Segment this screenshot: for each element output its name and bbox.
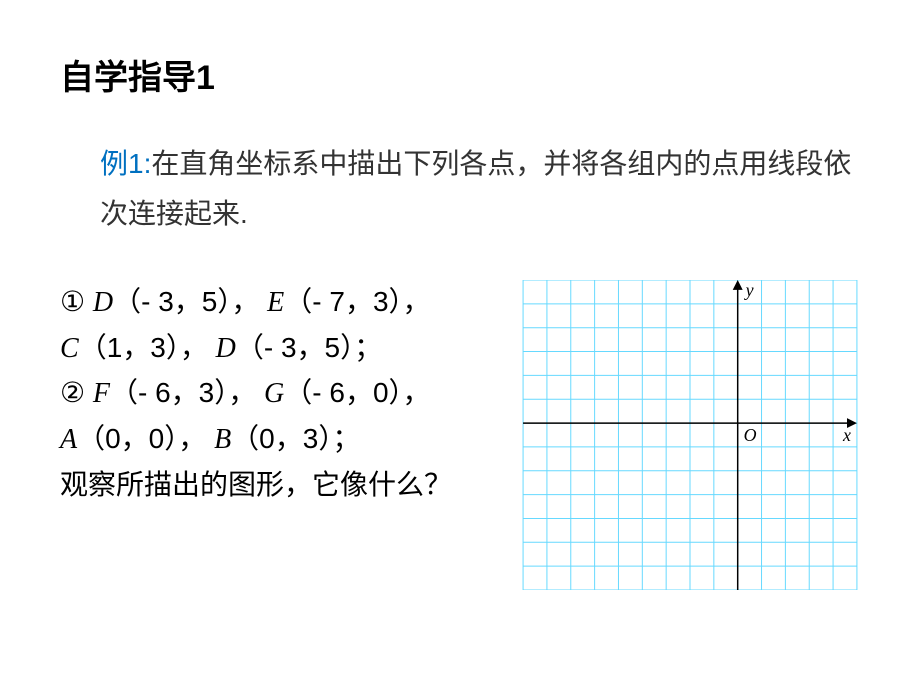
group-1: ① D（- 3，5）， E（- 7，3）， C（1，3）， D（- 3，5）； <box>60 280 510 372</box>
grid-svg: y x O <box>520 280 860 590</box>
svg-text:y: y <box>744 280 754 300</box>
point-coords: （0，3） <box>231 423 332 454</box>
example-label: 例1: <box>100 148 151 179</box>
sep: ， <box>403 377 431 408</box>
point-coords: （0，0） <box>77 423 178 454</box>
point-name: C <box>60 333 79 364</box>
point-coords: （1，3） <box>79 332 180 363</box>
point-name: F <box>93 378 110 409</box>
point-name: E <box>267 287 284 318</box>
coordinate-grid: y x O <box>520 280 860 590</box>
group-2: ② F（- 6，3）， G（- 6，0）， A（0，0）， B（0，3）； <box>60 371 510 463</box>
svg-text:x: x <box>842 425 851 445</box>
sep: ， <box>178 423 206 454</box>
end: ； <box>332 423 360 454</box>
sep: ， <box>228 377 256 408</box>
point-name: G <box>264 378 284 409</box>
point-coords: （- 3，5） <box>113 286 231 317</box>
section-title: 自学指导1 <box>60 50 860 99</box>
sep: ， <box>180 332 208 363</box>
points-text: ① D（- 3，5）， E（- 7，3）， C（1，3）， D（- 3，5）； … <box>60 280 510 508</box>
point-name: D <box>93 287 113 318</box>
point-coords: （- 6，0） <box>284 377 402 408</box>
point-coords: （- 3，5） <box>236 332 354 363</box>
problem-text: 在直角坐标系中描出下列各点，并将各组内的点用线段依次连接起来. <box>100 148 851 229</box>
sep: ， <box>231 286 259 317</box>
body-area: ① D（- 3，5）， E（- 7，3）， C（1，3）， D（- 3，5）； … <box>60 280 860 590</box>
point-coords: （- 6，3） <box>110 377 228 408</box>
point-name: D <box>216 333 236 364</box>
sep: ， <box>403 286 431 317</box>
group2-marker: ② <box>60 371 85 416</box>
question-text: 观察所描出的图形，它像什么？ <box>60 463 510 508</box>
problem-statement: 例1:在直角坐标系中描出下列各点，并将各组内的点用线段依次连接起来. <box>60 139 860 240</box>
slide: 自学指导1 例1:在直角坐标系中描出下列各点，并将各组内的点用线段依次连接起来.… <box>0 0 920 690</box>
group1-marker: ① <box>60 280 85 325</box>
point-coords: （- 7，3） <box>284 286 402 317</box>
end: ； <box>354 332 382 363</box>
point-name: A <box>60 424 77 455</box>
point-name: B <box>214 424 231 455</box>
svg-text:O: O <box>744 425 757 445</box>
